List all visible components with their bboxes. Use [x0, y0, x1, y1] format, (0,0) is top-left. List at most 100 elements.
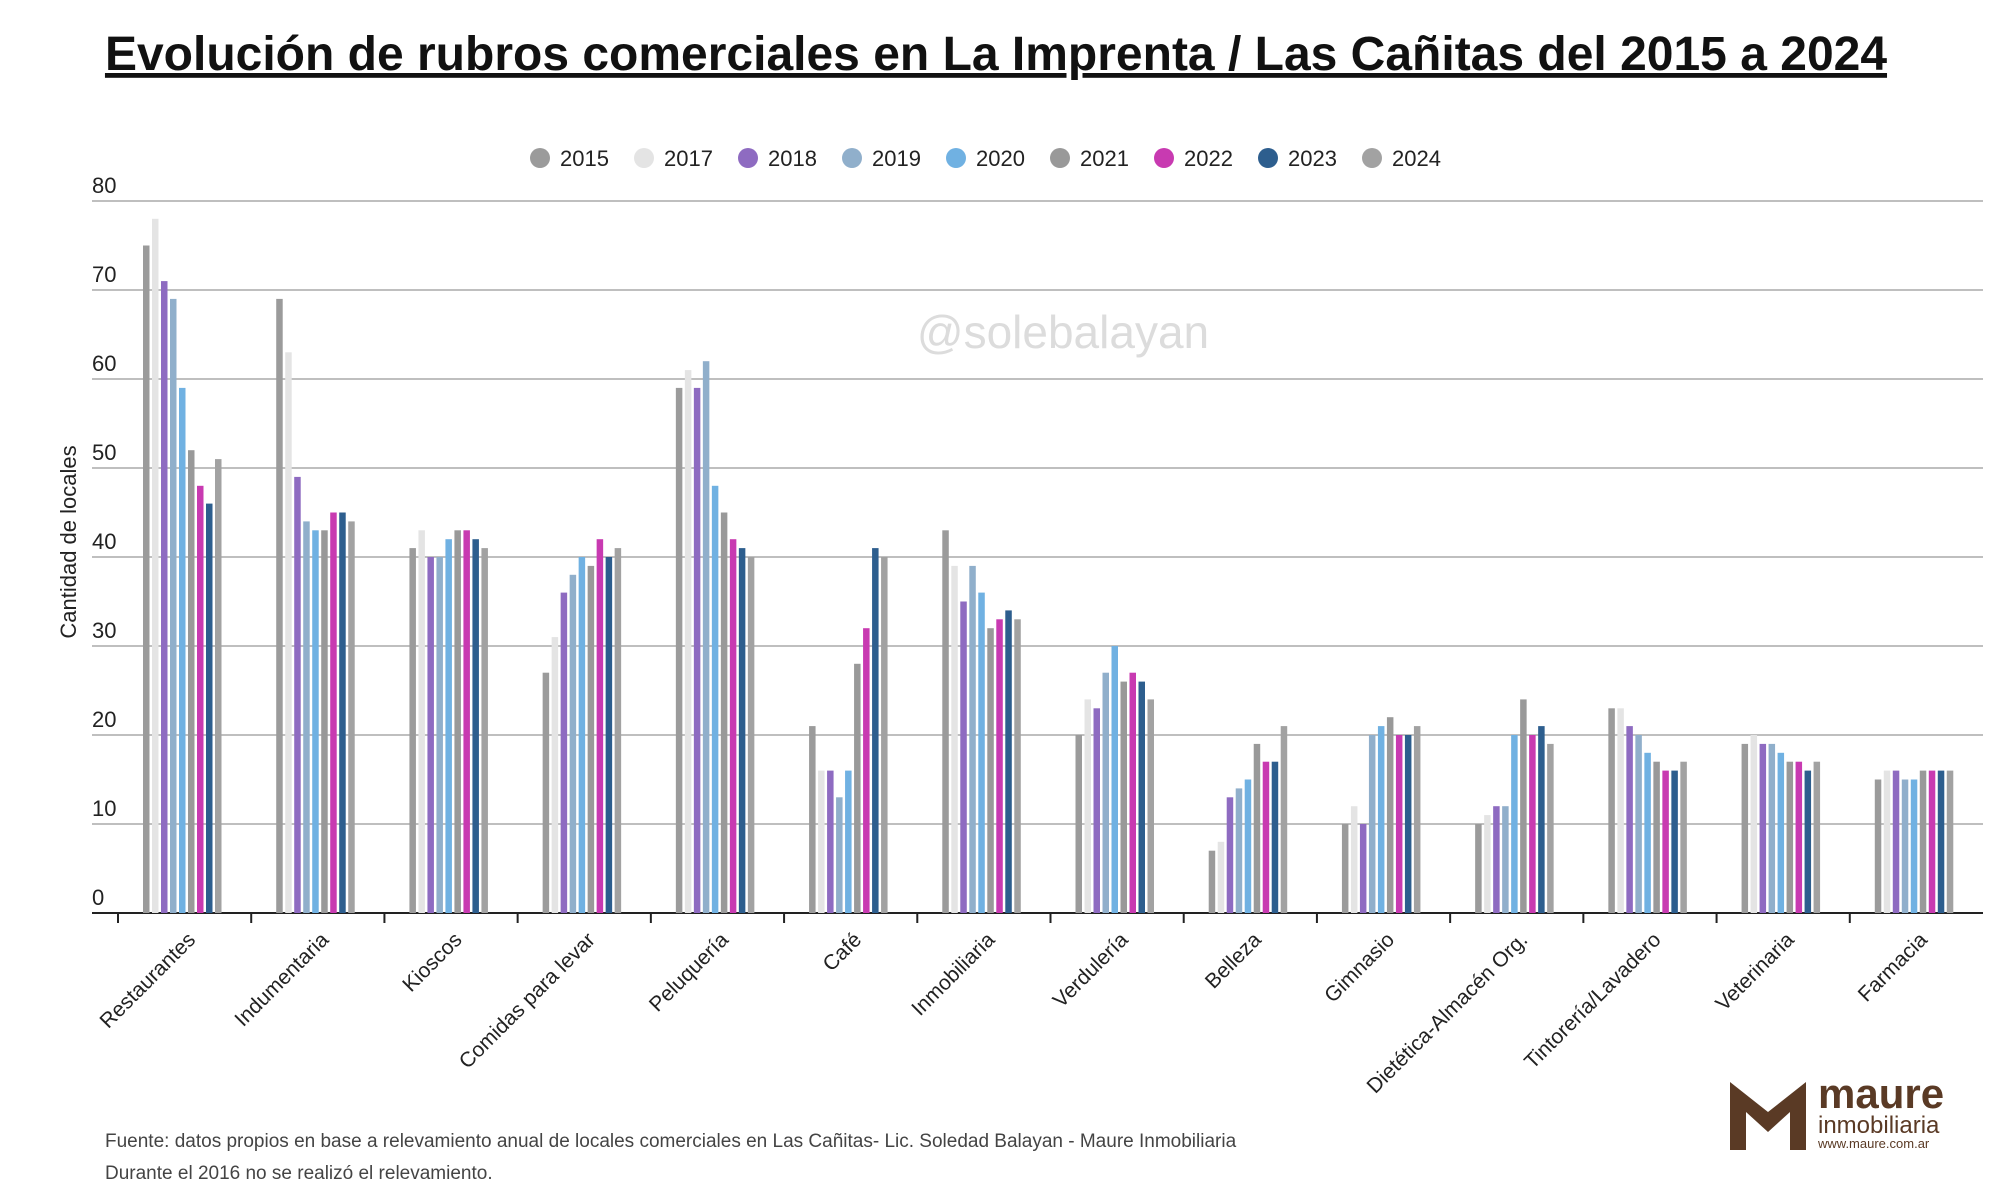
bar: [188, 450, 195, 913]
bar: [436, 557, 443, 913]
y-tick-label: 40: [92, 529, 116, 554]
bar: [960, 601, 967, 913]
x-tick-label: Farmacia: [1854, 928, 1932, 1006]
legend-label: 2021: [1080, 146, 1129, 171]
bar: [1680, 761, 1687, 913]
bar: [1386, 717, 1394, 913]
bar: [1946, 770, 1954, 913]
bar: [836, 797, 843, 913]
bar: [675, 387, 683, 913]
x-tick-label: Café: [819, 928, 867, 976]
bar: [1208, 850, 1216, 913]
bar: [1102, 672, 1109, 913]
bar: [1644, 752, 1651, 913]
bar: [1350, 806, 1358, 913]
bar: [1084, 699, 1091, 913]
x-tick-label: Verdulería: [1049, 928, 1133, 1012]
bar: [1368, 735, 1376, 913]
bar: [170, 298, 177, 913]
bar: [418, 530, 425, 913]
legend-marker: [946, 148, 966, 168]
bar: [1529, 735, 1536, 913]
bar: [348, 521, 355, 913]
bar: [747, 557, 755, 913]
bar: [1608, 708, 1615, 913]
logo-icon: [1730, 1082, 1806, 1150]
legend-marker: [530, 148, 550, 168]
bar: [1226, 797, 1234, 913]
bar: [711, 485, 719, 913]
bar: [1093, 708, 1100, 913]
bar: [1928, 770, 1936, 913]
bar: [738, 548, 746, 913]
bar: [312, 530, 319, 913]
bar: [881, 557, 888, 913]
bar: [996, 619, 1003, 913]
bar: [1937, 770, 1945, 913]
bar: [197, 485, 204, 913]
bar: [1626, 726, 1633, 913]
bar: [614, 548, 622, 913]
bar: [569, 574, 577, 913]
bar: [1138, 681, 1145, 913]
bar: [1120, 681, 1127, 913]
bar: [143, 245, 150, 913]
bar: [1395, 735, 1403, 913]
bar: [463, 530, 470, 913]
bar: [729, 539, 737, 913]
bar: [863, 628, 870, 913]
y-tick-label: 70: [92, 262, 116, 287]
y-tick-label: 60: [92, 351, 116, 376]
bar: [1520, 699, 1527, 913]
legend-label: 2023: [1288, 146, 1337, 171]
bar: [551, 637, 559, 913]
bar: [427, 557, 434, 913]
bar: [827, 770, 834, 913]
bar: [276, 298, 283, 913]
logo: maure inmobiliaria www.maure.com.ar: [1730, 1070, 1944, 1151]
bar: [693, 387, 701, 913]
bar: [1777, 752, 1785, 913]
bar: [605, 557, 613, 913]
bar: [1147, 699, 1154, 913]
logo-url: www.maure.com.ar: [1817, 1136, 1930, 1151]
bar: [1750, 735, 1758, 913]
x-tick-label: Gimnasio: [1320, 928, 1399, 1007]
bar: [978, 592, 985, 913]
bar: [942, 530, 949, 913]
legend-label: 2019: [872, 146, 921, 171]
bar: [294, 476, 301, 913]
bar: [1910, 779, 1918, 913]
bar: [1786, 761, 1794, 913]
note: Durante el 2016 no se realizó el relevam…: [105, 1163, 493, 1184]
chart-title: Evolución de rubros comerciales en La Im…: [105, 28, 1887, 81]
bar: [1129, 672, 1136, 913]
bar: [285, 352, 292, 913]
y-axis-title: Cantidad de locales: [56, 445, 81, 638]
logo-name: maure: [1818, 1070, 1944, 1117]
bar: [1511, 735, 1518, 913]
x-tick-label: Peluquería: [645, 928, 733, 1016]
bar: [1377, 726, 1385, 913]
y-tick-label: 30: [92, 618, 116, 643]
x-tick-label: Belleza: [1201, 928, 1266, 993]
watermark: @solebalayan: [917, 306, 1209, 358]
bar: [161, 281, 168, 914]
bar: [215, 459, 222, 913]
bar: [1883, 770, 1891, 913]
bar: [1217, 841, 1225, 913]
legend-marker: [842, 148, 862, 168]
bar: [1280, 726, 1288, 913]
logo-sub: inmobiliaria: [1818, 1112, 1940, 1139]
bar: [542, 672, 550, 913]
legend-label: 2017: [664, 146, 713, 171]
bar: [809, 726, 816, 913]
bar: [1547, 743, 1554, 913]
bar: [472, 539, 479, 913]
legend-label: 2024: [1392, 146, 1441, 171]
bar: [1359, 824, 1367, 913]
bar: [321, 530, 328, 913]
x-tick-label: Comidas para levar: [455, 928, 600, 1073]
legend-label: 2020: [976, 146, 1025, 171]
y-tick-label: 50: [92, 440, 116, 465]
